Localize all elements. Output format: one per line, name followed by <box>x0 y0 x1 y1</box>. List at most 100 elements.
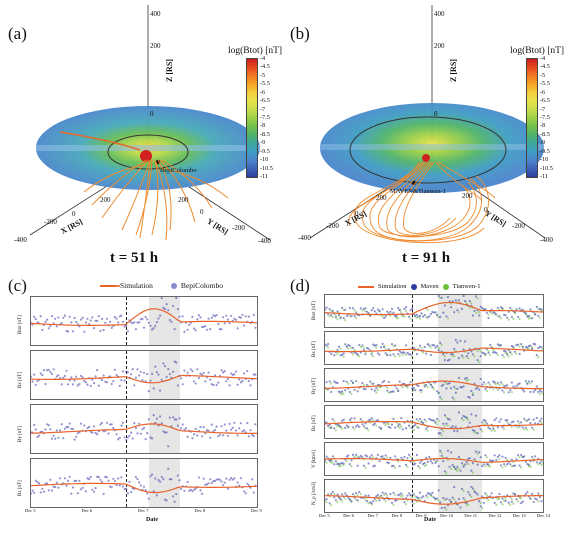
observation-point <box>233 317 236 320</box>
observation-point <box>59 429 62 432</box>
observation-point <box>501 426 504 429</box>
observation-point <box>401 494 404 497</box>
observation-point <box>499 381 503 384</box>
observation-point <box>331 461 334 464</box>
observation-point <box>175 297 178 300</box>
observation-point <box>442 430 445 433</box>
observation-point <box>503 463 506 466</box>
observation-point <box>439 501 442 504</box>
observation-point <box>159 314 162 317</box>
observation-point <box>151 328 154 331</box>
observation-point <box>41 328 44 331</box>
observation-point <box>31 492 33 495</box>
observation-point <box>325 308 327 311</box>
observation-point <box>355 492 358 495</box>
observation-point <box>220 369 223 372</box>
observation-point <box>222 316 225 319</box>
observation-point <box>241 379 244 383</box>
colorbar-tick: -4.5 <box>540 63 550 71</box>
observation-point <box>401 428 404 431</box>
observation-point <box>487 426 490 429</box>
observation-point <box>181 423 184 426</box>
observation-point <box>484 353 487 356</box>
observation-point <box>358 490 361 494</box>
observation-point <box>165 499 168 502</box>
observation-point <box>228 322 231 325</box>
observation-point <box>468 421 471 424</box>
panel-c-subplot-1 <box>30 296 258 346</box>
observation-point <box>328 502 331 505</box>
observation-point <box>244 315 247 318</box>
observation-point <box>325 497 328 501</box>
observation-point <box>409 455 412 458</box>
observation-point <box>94 431 97 434</box>
observation-point <box>531 380 534 383</box>
legend-bepi-swatch <box>170 282 177 289</box>
observation-point <box>376 389 379 392</box>
observation-point <box>504 419 507 422</box>
observation-point <box>501 466 504 469</box>
observation-point <box>439 396 442 399</box>
observation-point <box>142 326 146 329</box>
observation-point <box>375 499 378 502</box>
observation-point <box>375 424 378 427</box>
colorbar-tick: -6.5 <box>260 97 270 105</box>
observation-point <box>450 451 453 454</box>
observation-point <box>333 492 336 496</box>
observation-point <box>456 309 459 312</box>
observation-point <box>84 490 87 493</box>
observation-point <box>445 315 448 318</box>
observation-point <box>437 349 440 352</box>
observation-point <box>34 479 37 482</box>
panel-a-x-tick-3: 200 <box>100 196 111 204</box>
observation-point <box>356 464 359 467</box>
observation-point <box>330 492 333 495</box>
observation-point <box>474 414 478 417</box>
observation-point <box>408 492 411 495</box>
observation-point <box>479 456 482 459</box>
observation-point <box>89 319 92 322</box>
observation-point <box>234 370 238 373</box>
observation-point <box>443 424 446 427</box>
observation-point <box>467 378 470 382</box>
observation-point <box>393 493 397 496</box>
arrival-marker <box>412 480 414 512</box>
observation-point <box>146 492 149 495</box>
observation-point <box>362 464 365 467</box>
observation-point <box>372 456 375 459</box>
observation-point <box>342 352 345 355</box>
observation-point <box>440 506 443 510</box>
observation-point <box>448 382 451 385</box>
observation-point <box>540 500 543 503</box>
observation-point <box>126 436 129 439</box>
observation-point <box>155 371 158 374</box>
observation-point <box>534 388 537 392</box>
observation-point <box>465 501 468 504</box>
observation-point <box>507 355 510 358</box>
observation-point <box>392 390 395 393</box>
observation-point <box>478 314 481 317</box>
observation-point <box>414 423 417 426</box>
observation-point <box>34 383 37 386</box>
observation-point <box>236 383 239 386</box>
observation-point <box>358 355 361 358</box>
observation-point <box>489 427 492 430</box>
colorbar-tick: -10 <box>260 156 269 164</box>
observation-point <box>369 456 372 459</box>
observation-point <box>70 321 73 324</box>
observation-point <box>418 344 422 347</box>
observation-point <box>520 502 523 505</box>
observation-point <box>389 310 392 313</box>
observation-point <box>71 383 75 386</box>
observation-point <box>534 343 537 346</box>
observation-point <box>476 452 479 455</box>
observation-point <box>386 389 389 392</box>
panel-a-y-tick-3: -400 <box>258 237 271 245</box>
observation-point <box>44 320 47 323</box>
observation-point <box>154 421 157 424</box>
event-shading <box>148 351 181 399</box>
observation-point <box>141 428 144 431</box>
observation-point <box>467 352 470 355</box>
observation-point <box>178 417 181 420</box>
colorbar-tick: -4.5 <box>260 63 270 71</box>
